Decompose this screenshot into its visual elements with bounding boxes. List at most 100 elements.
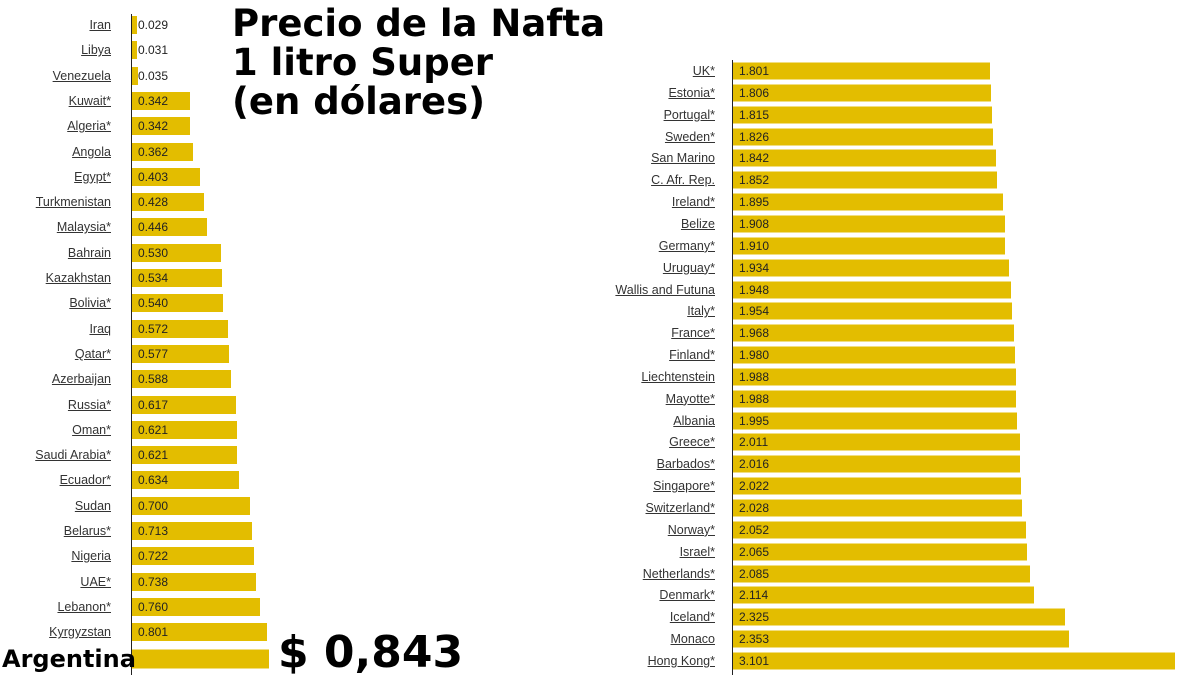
value-label: 0.428 — [138, 195, 169, 210]
bar — [733, 499, 1023, 517]
highlight-price-label: $ 0,843 — [278, 627, 464, 678]
category-label[interactable]: Turkmenistan — [35, 195, 111, 210]
bar — [733, 302, 1012, 320]
category-label[interactable]: UAE* — [80, 574, 111, 589]
category-label[interactable]: Belarus* — [63, 524, 111, 538]
category-label[interactable]: Norway* — [667, 522, 715, 537]
category-label[interactable]: Netherlands* — [642, 566, 715, 581]
value-label: 3.101 — [739, 653, 770, 668]
category-label[interactable]: Finland* — [669, 348, 715, 363]
value-label: 0.801 — [138, 625, 169, 640]
bar — [733, 586, 1035, 604]
bar — [132, 522, 253, 540]
category-label[interactable]: Singapore* — [653, 479, 715, 494]
bar — [733, 128, 994, 146]
value-label: 0.342 — [138, 93, 169, 108]
bar — [733, 106, 992, 124]
bar — [132, 597, 261, 616]
value-label: 0.035 — [138, 68, 169, 83]
value-label: 2.325 — [739, 610, 770, 625]
category-label[interactable]: Sudan — [74, 498, 111, 513]
bar — [132, 218, 208, 237]
chart-title: Precio de la Nafta 1 litro Super (en dól… — [232, 2, 606, 123]
bar — [733, 521, 1026, 539]
value-label: 0.621 — [138, 448, 169, 463]
category-label[interactable]: Bolivia* — [69, 296, 111, 311]
value-label: 0.577 — [138, 346, 169, 361]
category-label[interactable]: Denmark* — [659, 588, 715, 603]
bar — [733, 477, 1022, 495]
category-label[interactable]: Germany* — [658, 238, 715, 253]
category-label[interactable]: Algeria* — [67, 119, 111, 134]
category-label[interactable]: Kuwait* — [68, 93, 111, 108]
category-label[interactable]: Venezuela — [52, 68, 111, 83]
category-label[interactable]: Barbados* — [656, 457, 715, 472]
category-label[interactable]: Mayotte* — [665, 391, 715, 406]
value-label: 0.342 — [138, 119, 169, 134]
value-label: 1.980 — [739, 348, 770, 363]
category-label[interactable]: Russia* — [67, 397, 111, 412]
category-label[interactable]: Lebanon* — [57, 599, 111, 614]
bar — [132, 496, 250, 515]
value-label: 0.031 — [138, 43, 169, 58]
category-label[interactable]: Liechtenstein — [641, 369, 715, 384]
bar — [132, 395, 236, 414]
category-label[interactable]: Greece* — [669, 435, 715, 450]
category-label[interactable]: Iran — [89, 18, 111, 32]
category-label[interactable]: Azerbaijan — [51, 372, 111, 387]
category-label[interactable]: C. Afr. Rep. — [651, 173, 715, 188]
value-label: 1.815 — [739, 107, 770, 122]
bar — [733, 608, 1065, 626]
category-label[interactable]: Monaco — [670, 632, 715, 647]
category-label[interactable]: Italy* — [687, 304, 715, 319]
category-label[interactable]: Kazakhstan — [45, 271, 111, 285]
category-label[interactable]: Egypt* — [74, 169, 111, 184]
category-label[interactable]: Angola — [72, 144, 111, 159]
bar — [733, 652, 1176, 670]
category-label[interactable]: Iceland* — [669, 610, 715, 625]
value-label: 1.801 — [739, 64, 770, 78]
category-label[interactable]: Libya — [81, 43, 111, 58]
value-label: 0.722 — [138, 549, 169, 564]
value-label: 0.617 — [138, 397, 169, 412]
category-label[interactable]: San Marino — [651, 151, 715, 166]
value-label: 2.022 — [739, 479, 770, 494]
bar — [132, 41, 138, 60]
bar — [132, 370, 232, 389]
category-label[interactable]: Uruguay* — [662, 260, 715, 275]
value-label: 2.065 — [739, 544, 770, 559]
bar — [733, 193, 1004, 211]
category-label[interactable]: Switzerland* — [645, 501, 715, 515]
category-label[interactable]: Oman* — [72, 422, 111, 437]
value-label: 2.028 — [739, 501, 770, 515]
category-label[interactable]: Ecuador* — [59, 473, 111, 488]
category-label[interactable]: Albania — [673, 413, 715, 428]
category-label[interactable]: Wallis and Futuna — [615, 282, 715, 297]
bar — [132, 572, 257, 591]
category-label[interactable]: Bahrain — [67, 245, 111, 260]
value-label: 0.760 — [138, 599, 169, 614]
category-label[interactable]: Belize — [680, 216, 715, 231]
category-label[interactable]: Saudi Arabia* — [35, 448, 111, 463]
category-label[interactable]: Estonia* — [668, 85, 715, 100]
category-label[interactable]: Malaysia* — [56, 220, 111, 235]
bar — [132, 547, 254, 566]
category-label[interactable]: Hong Kong* — [647, 653, 715, 668]
category-label[interactable]: Israel* — [679, 544, 715, 559]
category-label[interactable]: Qatar* — [74, 346, 111, 361]
bar — [733, 324, 1014, 342]
category-label[interactable]: Kyrgyzstan — [49, 625, 111, 640]
category-label[interactable]: France* — [671, 326, 715, 341]
right-axis-line — [732, 60, 733, 675]
category-label[interactable]: UK* — [692, 64, 715, 78]
bar — [132, 243, 222, 262]
value-label: 0.700 — [138, 498, 169, 513]
category-label[interactable]: Iraq — [89, 321, 111, 336]
bar — [733, 259, 1009, 277]
category-label[interactable]: Nigeria — [71, 549, 111, 564]
bar — [132, 471, 239, 490]
category-label[interactable]: Sweden* — [664, 129, 715, 144]
category-label[interactable]: Ireland* — [671, 195, 715, 210]
category-label[interactable]: Portugal* — [663, 107, 715, 122]
value-label: 1.968 — [739, 326, 770, 341]
